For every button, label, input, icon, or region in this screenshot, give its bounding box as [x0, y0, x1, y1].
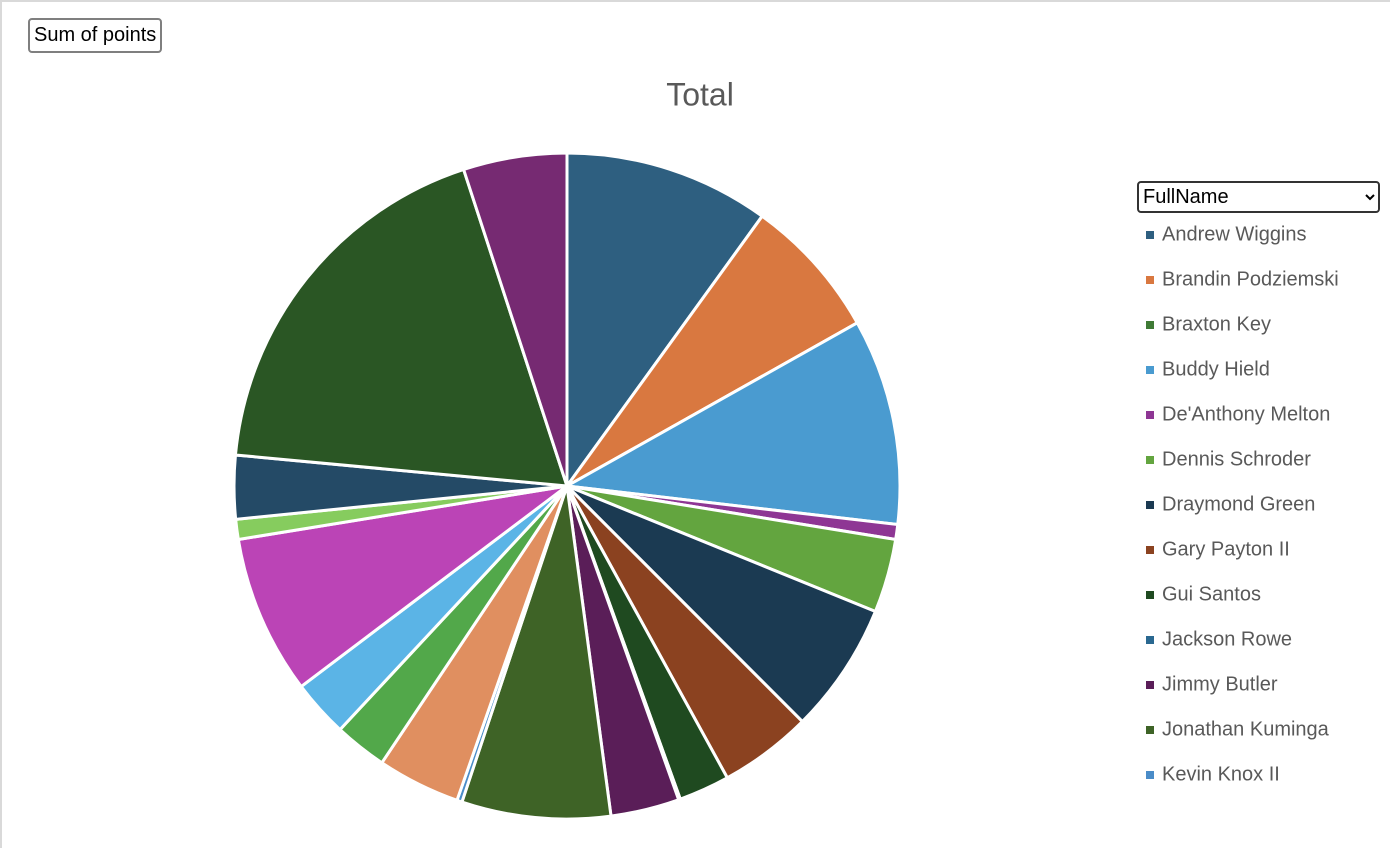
pie-slice [565, 484, 877, 724]
pie-slice [233, 167, 569, 488]
legend-label: Draymond Green [1162, 493, 1315, 515]
legend-label: Jackson Rowe [1162, 628, 1292, 650]
legend-swatch [1146, 726, 1154, 734]
legend-swatch [1146, 546, 1154, 554]
pie-slice [462, 151, 569, 488]
legend-swatch [1146, 501, 1154, 509]
legend-label: Kevin Knox II [1162, 763, 1280, 785]
legend-swatch [1146, 456, 1154, 464]
legend-swatch [1146, 681, 1154, 689]
legend-swatch [1146, 411, 1154, 419]
legend-label: Dennis Schroder [1162, 448, 1311, 470]
legend-label: Andrew Wiggins [1162, 223, 1307, 245]
legend-label: Brandin Podziemski [1162, 268, 1339, 290]
pie-slice [236, 484, 569, 689]
legend-label: De'Anthony Melton [1162, 403, 1330, 425]
pie [232, 151, 902, 821]
chart-title: Total [666, 76, 734, 112]
legend-swatch [1146, 771, 1154, 779]
legend-swatch [1146, 276, 1154, 284]
legend-swatch [1146, 321, 1154, 329]
legend-label: Jonathan Kuminga [1162, 718, 1330, 740]
legend-swatch [1146, 231, 1154, 239]
legend-label: Gui Santos [1162, 583, 1261, 605]
pie-slice [565, 151, 764, 488]
pie-slice [565, 214, 859, 488]
legend-label: Gary Payton II [1162, 538, 1290, 560]
legend: Andrew Wiggins Brandin Podziemski Braxton … [1146, 223, 1339, 785]
legend-field-filter[interactable]: FullName [1137, 181, 1380, 213]
legend-swatch [1146, 636, 1154, 644]
pie-slice [565, 321, 902, 527]
value-field-button[interactable]: Sum of points [28, 18, 163, 53]
legend-label: Buddy Hield [1162, 358, 1270, 380]
legend-label: Braxton Key [1162, 313, 1271, 335]
legend-swatch [1146, 591, 1154, 599]
pie-slice [460, 484, 613, 821]
legend-swatch [1146, 366, 1154, 374]
legend-label: Jimmy Butler [1162, 673, 1278, 695]
